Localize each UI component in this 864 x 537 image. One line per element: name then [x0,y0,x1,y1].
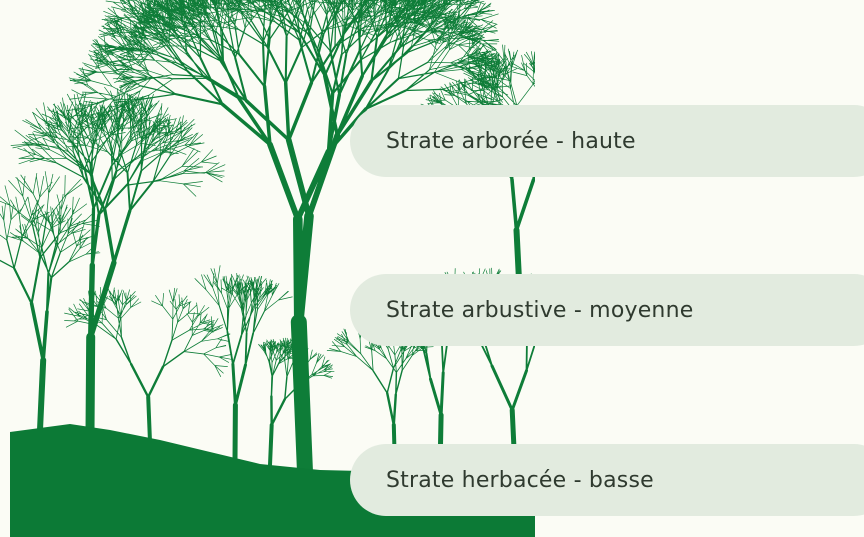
stratum-label: Strate arbustive - moyenne [350,274,864,346]
tree-branches [233,364,246,405]
tree-branches [97,316,204,354]
tree-branches [0,172,100,264]
tree-branches [40,360,43,430]
tree-branches [227,332,253,365]
stratum-label: Strate arborée - haute [350,105,864,177]
tree-branches [176,24,408,109]
tree-branches [83,164,153,215]
tree-branches [271,396,284,425]
tree-branches [299,322,305,472]
stratum-label: Strate herbacée - basse [350,444,864,516]
tree-branches [270,425,272,465]
tree-branches [219,306,264,336]
tree-branches [387,393,396,425]
tree-branches [116,337,184,366]
tree-branches [131,364,163,397]
tree-branches [357,349,412,372]
tree-branches [92,209,130,266]
tree-branches [57,132,182,185]
tree-branches [373,368,402,395]
page: {"strata": [ {"label": "Strate arborée -… [0,0,864,537]
tree-branches [148,397,150,442]
trees [0,0,636,472]
tree-branches [492,366,527,410]
tree-branches [32,304,47,361]
tree-branches [90,337,91,432]
tree-branches [195,266,292,303]
tree-branches [431,373,444,415]
tree-branches [298,216,309,322]
tree-branches [512,180,534,230]
